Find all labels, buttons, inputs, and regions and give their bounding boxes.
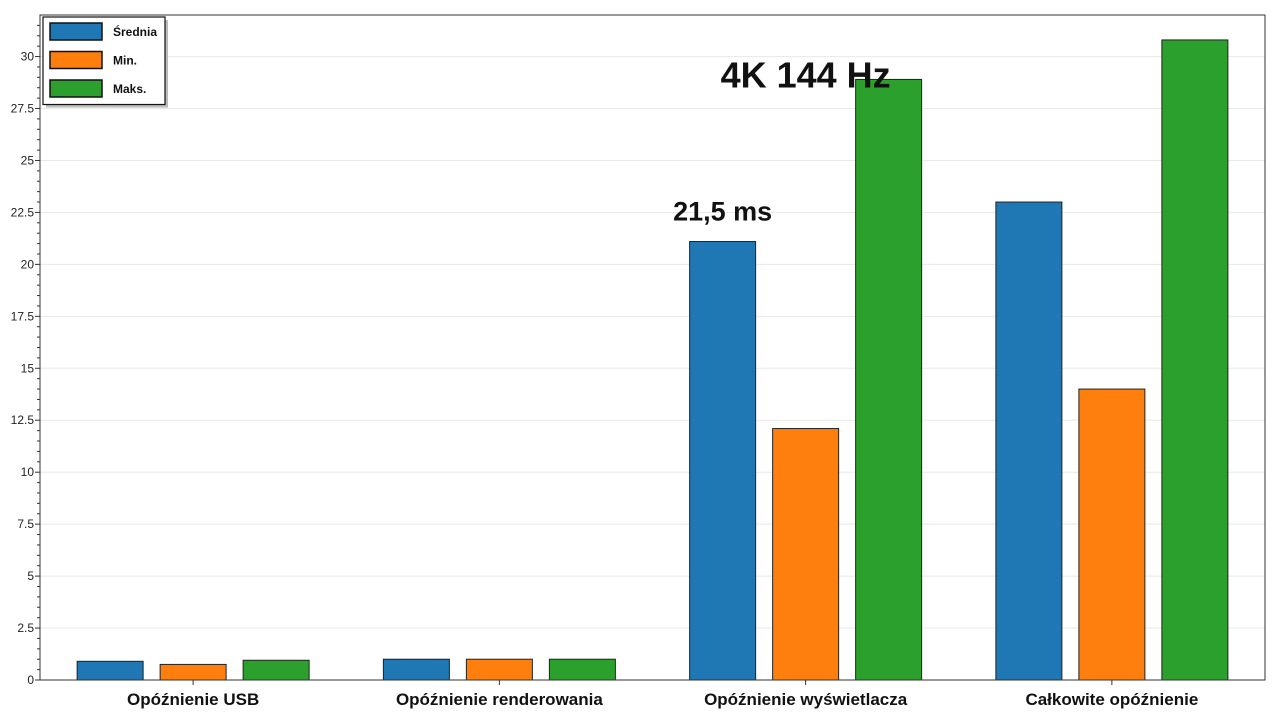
y-tick-label: 0 (27, 673, 34, 687)
y-tick-label: 20 (21, 257, 35, 271)
y-tick-label: 5 (27, 569, 34, 583)
bar-1-series-3 (242, 659, 310, 681)
annotation-label: 21,5 ms (673, 197, 772, 227)
legend-swatch (49, 50, 103, 70)
bar-1-series-1 (76, 660, 144, 681)
bar-2-series-1 (382, 658, 450, 681)
y-tick-label: 17.5 (11, 309, 35, 323)
y-tick-label: 10 (21, 465, 35, 479)
y-tick-label: 27.5 (11, 102, 35, 116)
legend-label: Maks. (113, 82, 146, 96)
annotations: 4K 144 Hz 21,5 ms (673, 55, 891, 227)
x-axis-labels: Opóźnienie USB Opóźnienie renderowania Opó… (127, 690, 1198, 709)
y-tick-label: 22.5 (11, 205, 35, 219)
y-tick-label: 25 (21, 153, 35, 167)
x-category-label: Opóźnienie USB (127, 690, 259, 709)
x-category-label: Całkowite opóźnienie (1025, 690, 1198, 709)
legend-label: Min. (113, 54, 137, 68)
bar-3-series-3 (855, 78, 923, 681)
y-tick-label: 12.5 (11, 413, 35, 427)
y-tick-label: 15 (21, 361, 35, 375)
legend-swatch (49, 22, 103, 41)
legend-swatch (49, 79, 103, 98)
bar-4-series-1 (995, 201, 1063, 681)
legend-label: Średnia (113, 24, 157, 39)
bars (76, 39, 1229, 681)
bar-4-series-2 (1078, 388, 1146, 681)
x-category-label: Opóźnienie renderowania (396, 690, 603, 709)
y-tick-label: 30 (21, 50, 35, 64)
annotation-label: 4K 144 Hz (721, 55, 891, 96)
bar-2-series-2 (465, 658, 533, 681)
bar-3-series-1 (689, 241, 757, 681)
legend: Średnia Min. Maks. (42, 16, 168, 108)
y-tick-label: 2.5 (17, 621, 34, 635)
y-axis-ticks: 0 2.5 5 7.5 10 12.5 15 17.5 20 22.5 25 27.5 30 (11, 24, 40, 687)
grid-lines (40, 56, 1265, 629)
y-tick-label: 7.5 (17, 517, 34, 531)
bar-4-series-3 (1161, 39, 1229, 681)
bar-3-series-2 (772, 428, 840, 681)
bar-2-series-3 (548, 658, 616, 681)
bar-1-series-2 (159, 663, 227, 681)
x-category-label: Opóźnienie wyświetlacza (704, 690, 908, 709)
